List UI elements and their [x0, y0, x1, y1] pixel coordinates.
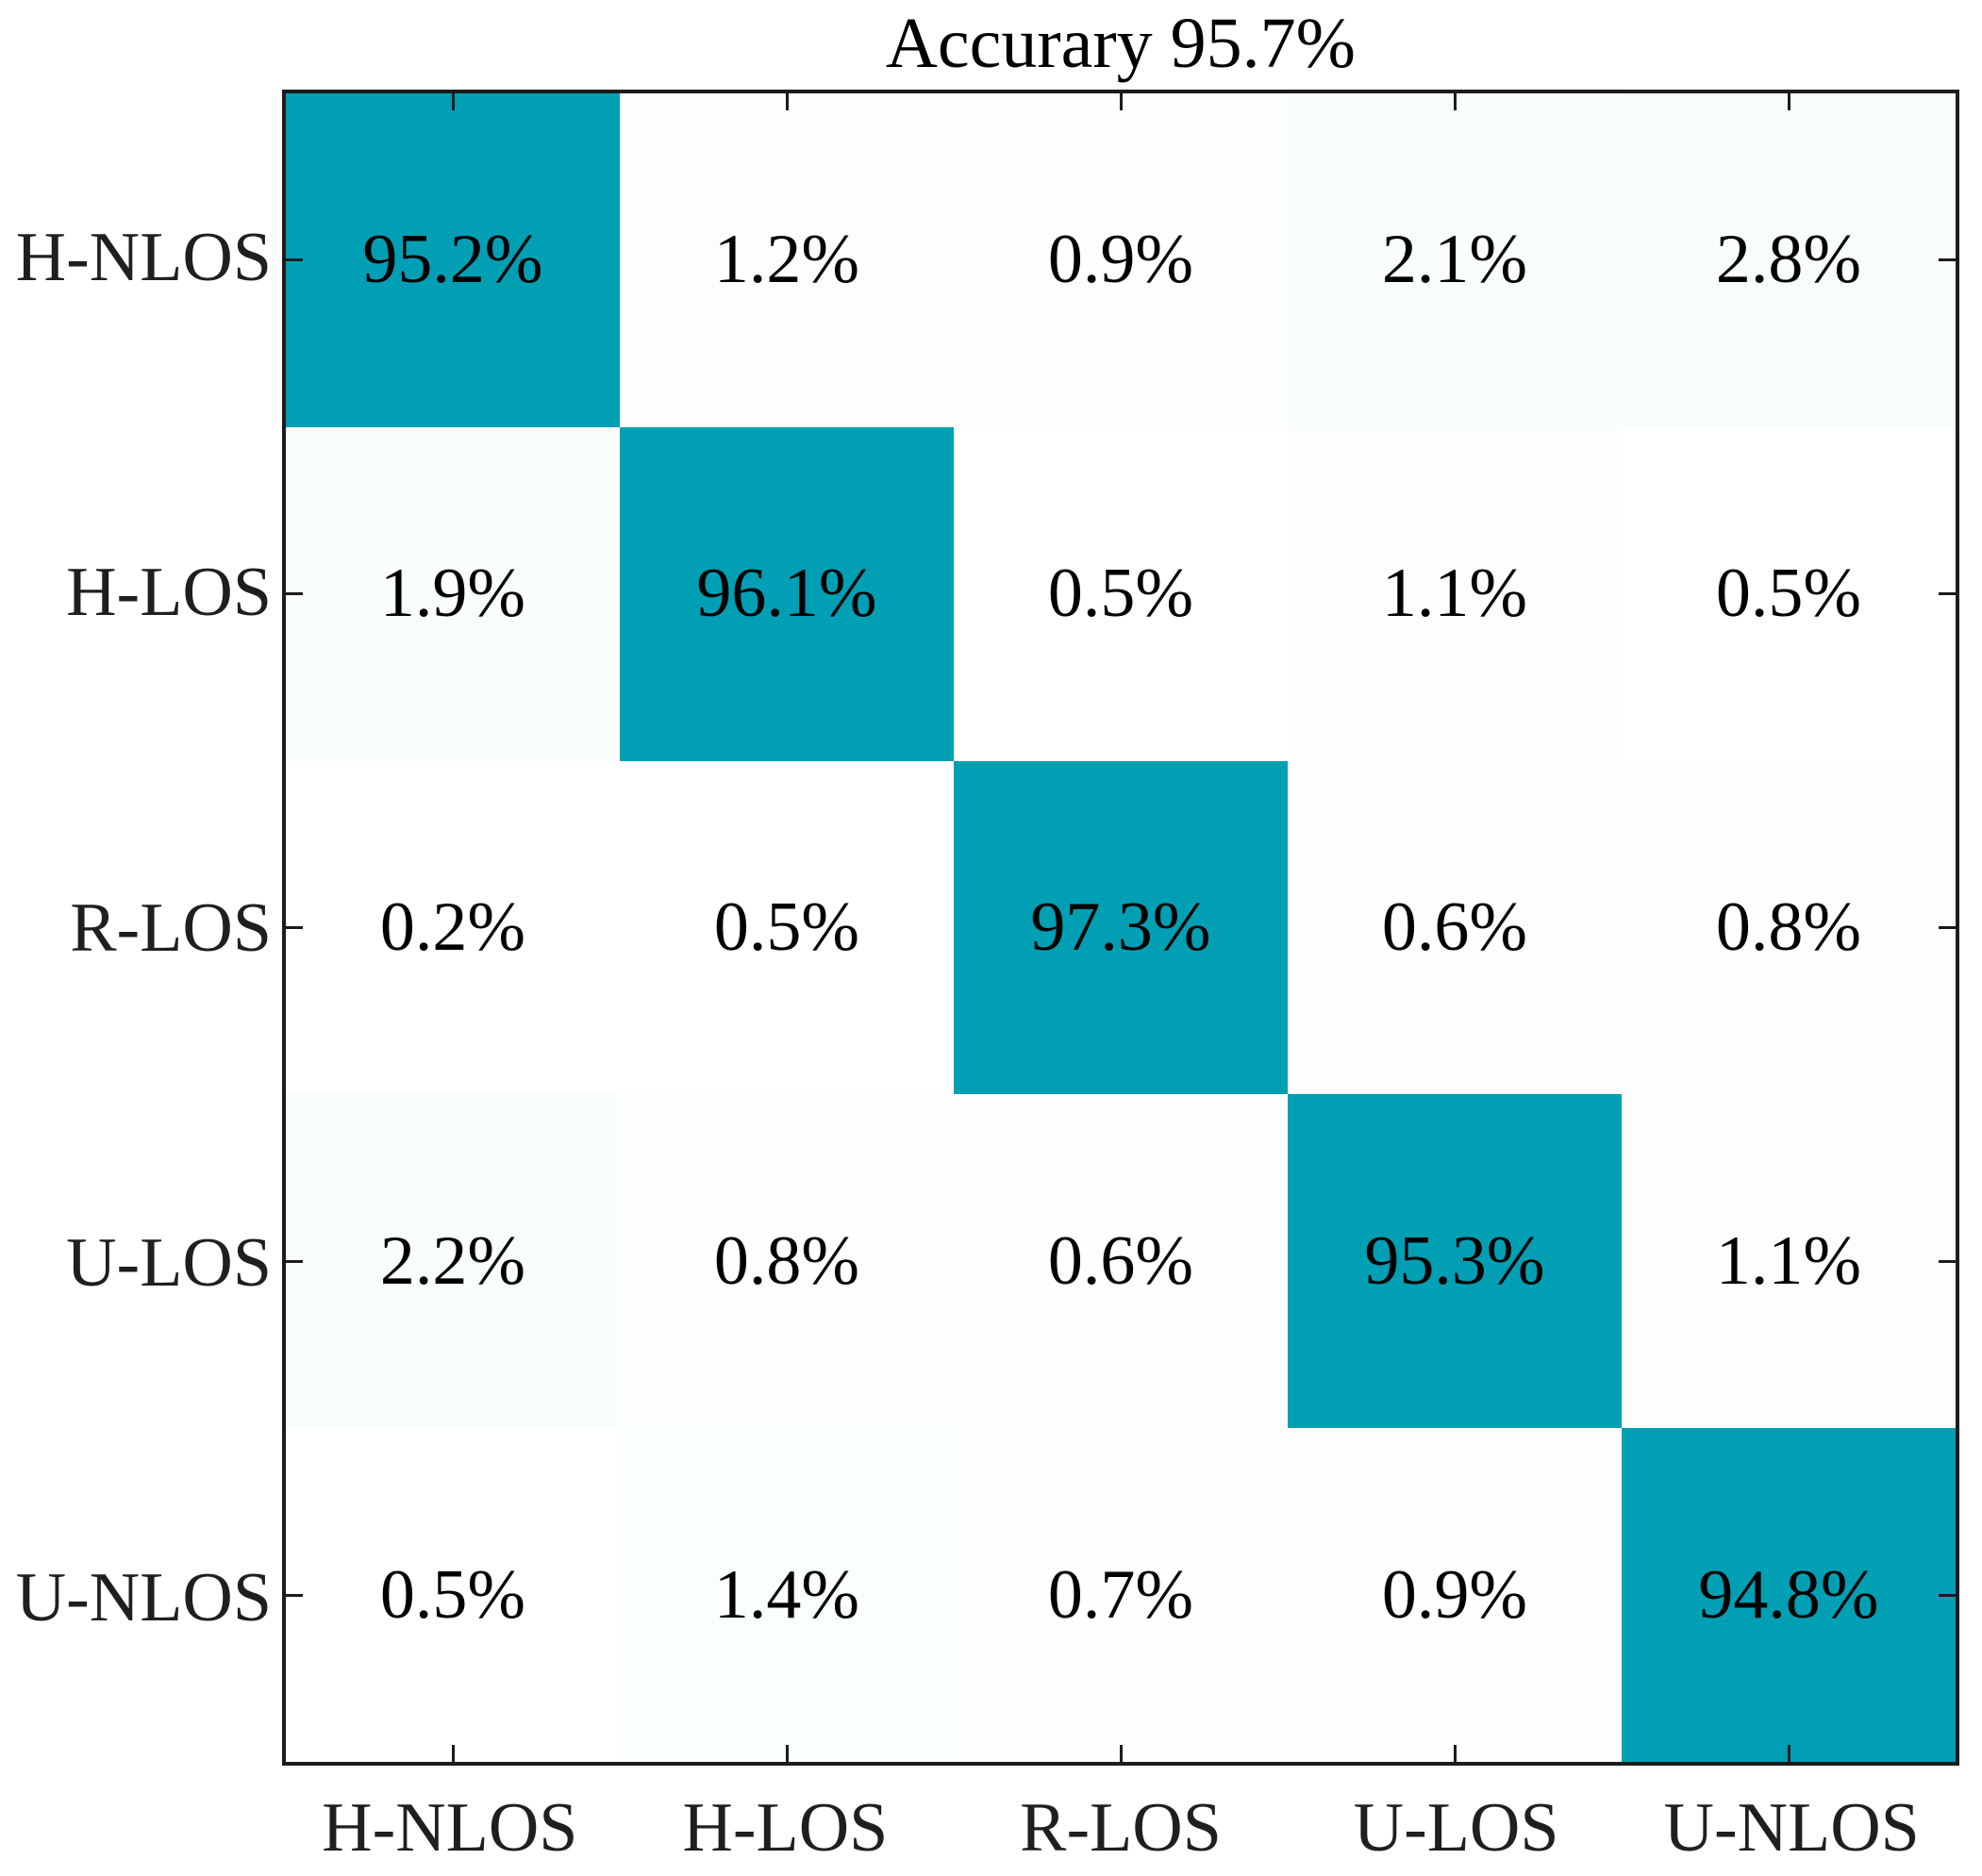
top-axis-tick — [1787, 93, 1790, 110]
matrix-cell: 95.2% — [286, 93, 620, 427]
y-axis-label-r-los: R-LOS — [70, 888, 272, 967]
y-axis-label-u-los: U-LOS — [66, 1223, 272, 1302]
matrix-cell: 0.9% — [1288, 1428, 1622, 1762]
right-axis-tick — [1939, 1593, 1956, 1597]
matrix-cell: 0.5% — [286, 1428, 620, 1762]
x-axis-label-r-los: R-LOS — [1020, 1789, 1222, 1867]
y-axis-label-h-los: H-LOS — [66, 554, 272, 632]
matrix-cell: 0.9% — [954, 93, 1288, 427]
bottom-axis-tick — [1119, 1745, 1123, 1762]
matrix-cell: 95.3% — [1288, 1094, 1622, 1429]
matrix-cell: 1.2% — [620, 93, 954, 427]
matrix-cell: 0.6% — [954, 1094, 1288, 1429]
left-axis-tick — [286, 592, 303, 596]
matrix-cell: 2.2% — [286, 1094, 620, 1429]
top-axis-tick — [451, 93, 455, 110]
x-axis-label-h-los: H-LOS — [682, 1789, 889, 1867]
matrix-cell: 94.8% — [1622, 1428, 1956, 1762]
bottom-axis-tick — [1453, 1745, 1457, 1762]
matrix-cell-grid: 95.2% 1.2% 0.9% 2.1% 2.8% 1.9% 96.1% 0.5% 1.1% 0.… — [286, 93, 1956, 1762]
matrix-cell: 1.9% — [286, 426, 620, 761]
matrix-cell: 97.3% — [954, 760, 1288, 1095]
left-axis-tick — [286, 1593, 303, 1597]
x-axis-label-h-nlos: H-NLOS — [322, 1789, 578, 1867]
top-axis-tick — [1119, 93, 1123, 110]
right-axis-tick — [1939, 592, 1956, 596]
matrix-cell: 0.5% — [620, 760, 954, 1095]
left-axis-tick — [286, 258, 303, 262]
matrix-cell: 0.7% — [954, 1428, 1288, 1762]
matrix-cell: 0.5% — [954, 426, 1288, 761]
matrix-cell: 96.1% — [620, 426, 954, 761]
x-axis-label-u-los: U-LOS — [1353, 1789, 1559, 1867]
matrix-cell: 2.8% — [1622, 93, 1956, 427]
bottom-axis-tick — [451, 1745, 455, 1762]
y-axis-label-u-nlos: U-NLOS — [15, 1559, 272, 1637]
plot-area: 95.2% 1.2% 0.9% 2.1% 2.8% 1.9% 96.1% 0.5% 1.1% 0.… — [282, 90, 1959, 1766]
matrix-cell: 1.1% — [1288, 426, 1622, 761]
left-axis-tick — [286, 926, 303, 929]
bottom-axis-tick — [1787, 1745, 1790, 1762]
right-axis-tick — [1939, 1259, 1956, 1263]
right-axis-tick — [1939, 926, 1956, 929]
matrix-cell: 0.2% — [286, 760, 620, 1095]
top-axis-tick — [1453, 93, 1457, 110]
left-axis-tick — [286, 1259, 303, 1263]
x-axis-label-u-nlos: U-NLOS — [1663, 1789, 1920, 1867]
matrix-cell: 2.1% — [1288, 93, 1622, 427]
top-axis-tick — [785, 93, 789, 110]
chart-title: Accurary 95.7% — [885, 4, 1356, 83]
matrix-cell: 0.8% — [1622, 760, 1956, 1095]
matrix-cell: 1.4% — [620, 1428, 954, 1762]
matrix-cell: 1.1% — [1622, 1094, 1956, 1429]
matrix-cell: 0.5% — [1622, 426, 1956, 761]
y-axis-label-h-nlos: H-NLOS — [15, 218, 272, 296]
bottom-axis-tick — [785, 1745, 789, 1762]
matrix-cell: 0.6% — [1288, 760, 1622, 1095]
right-axis-tick — [1939, 258, 1956, 262]
matrix-cell: 0.8% — [620, 1094, 954, 1429]
